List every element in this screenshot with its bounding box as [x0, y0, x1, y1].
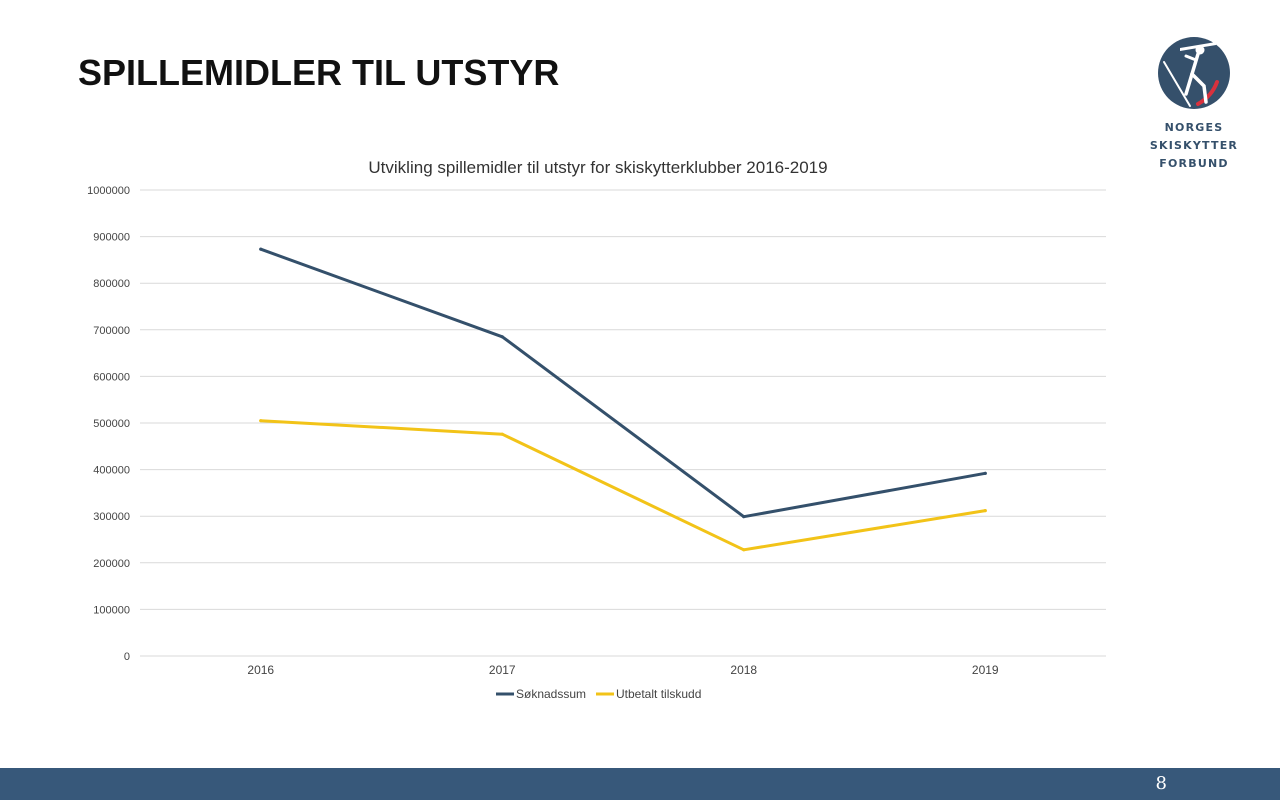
y-tick-label: 400000 — [93, 465, 130, 477]
series-line-2 — [259, 419, 987, 552]
data-point — [983, 509, 987, 513]
x-tick-label: 2017 — [489, 663, 516, 677]
footer-bar: 8 — [0, 768, 1280, 800]
x-tick-label: 2016 — [247, 663, 274, 677]
slide-title: SPILLEMIDLER TIL UTSTYR — [78, 52, 560, 93]
data-point — [259, 247, 263, 251]
y-tick-label: 500000 — [93, 418, 130, 430]
logo-text-line-3: FORBUND — [1159, 157, 1229, 170]
y-tick-label: 1000000 — [87, 185, 130, 197]
y-tick-label: 300000 — [93, 511, 130, 523]
y-tick-label: 200000 — [93, 558, 130, 570]
legend-label: Utbetalt tilskudd — [616, 687, 701, 701]
data-point — [742, 548, 746, 552]
data-point — [500, 432, 504, 436]
x-tick-label: 2018 — [730, 663, 757, 677]
y-tick-label: 800000 — [93, 278, 130, 290]
y-tick-label: 100000 — [93, 604, 130, 616]
y-tick-label: 900000 — [93, 232, 130, 244]
logo-text-line-1: NORGES — [1164, 121, 1224, 134]
chart-title: Utvikling spillemidler til utstyr for sk… — [368, 158, 827, 177]
y-tick-label: 0 — [124, 651, 130, 663]
data-point — [500, 335, 504, 339]
series-line-1 — [259, 247, 987, 519]
data-point — [983, 471, 987, 475]
legend-label: Søknadssum — [516, 687, 586, 701]
norges-skiskytterforbund-logo: NORGES SKISKYTTER FORBUND — [1124, 34, 1264, 174]
data-point — [742, 515, 746, 519]
y-tick-label: 600000 — [93, 371, 130, 383]
data-point — [259, 419, 263, 423]
page-number: 8 — [1155, 773, 1167, 794]
biathlon-skier-logo-icon — [1158, 37, 1230, 109]
x-tick-label: 2019 — [972, 663, 999, 677]
line-chart: Utvikling spillemidler til utstyr for sk… — [87, 158, 1106, 701]
y-tick-label: 700000 — [93, 325, 130, 337]
logo-text-line-2: SKISKYTTER — [1149, 139, 1239, 152]
